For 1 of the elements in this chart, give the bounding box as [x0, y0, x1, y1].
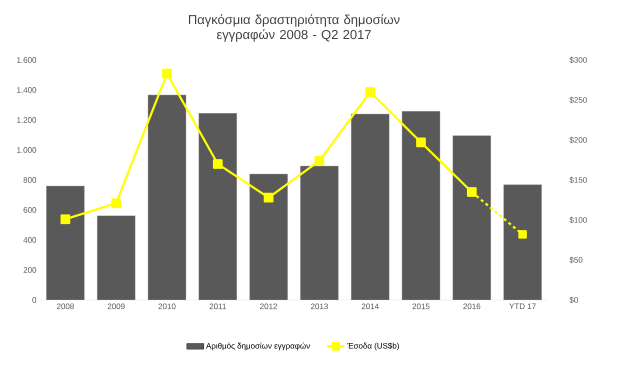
chart-title: Παγκόσμια δραστηριότητα δημοσίων εγγραφών 2008 - Q2 2017 [188, 14, 400, 42]
